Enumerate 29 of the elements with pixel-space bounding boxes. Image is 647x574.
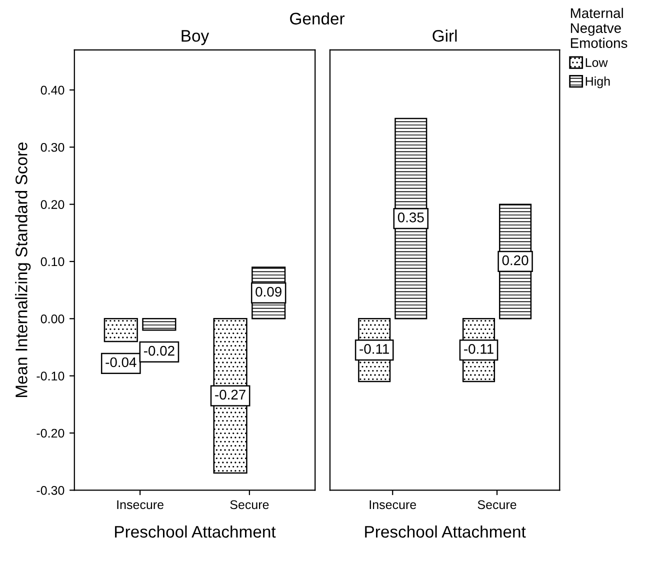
x-tick-label: Secure	[230, 500, 269, 510]
data-label: 0.20	[502, 255, 528, 266]
data-label: -0.11	[464, 344, 494, 354]
y-tick-label: 0.30	[40, 142, 64, 152]
data-label: -0.02	[144, 346, 174, 356]
chart-title: Girl	[432, 30, 457, 42]
x-axis-title: Preschool Attachment	[365, 525, 526, 538]
y-tick-label: -0.10	[36, 372, 64, 380]
x-tick-label: Insecure	[370, 500, 416, 510]
x-axis-title: Preschool Attachment	[115, 525, 276, 538]
y-tick-label: -0.30	[36, 486, 64, 495]
legend-title: Maternal Negatve Emotions	[570, 8, 628, 48]
data-label: 0.09	[256, 286, 282, 297]
x-tick-label: Secure	[478, 500, 516, 510]
data-label: -0.27	[215, 390, 246, 400]
y-tick-label: 0.00	[40, 314, 64, 324]
y-tick-label: 0.40	[40, 86, 64, 95]
data-label: 0.35	[398, 212, 424, 222]
x-tick-label: Insecure	[117, 500, 164, 510]
y-tick-label: -0.20	[36, 428, 64, 438]
data-label: -0.04	[106, 357, 136, 368]
y-axis-title: Mean Internalizing Standard Score	[15, 142, 31, 398]
legend-label: High	[586, 76, 610, 88]
chart-title: Boy	[182, 30, 210, 46]
y-tick-label: 0.10	[40, 257, 64, 266]
y-tick-label: 0.20	[40, 200, 64, 209]
data-label: -0.11	[360, 344, 389, 354]
text: Gender	[290, 12, 345, 25]
legend-label: Low	[586, 58, 608, 67]
